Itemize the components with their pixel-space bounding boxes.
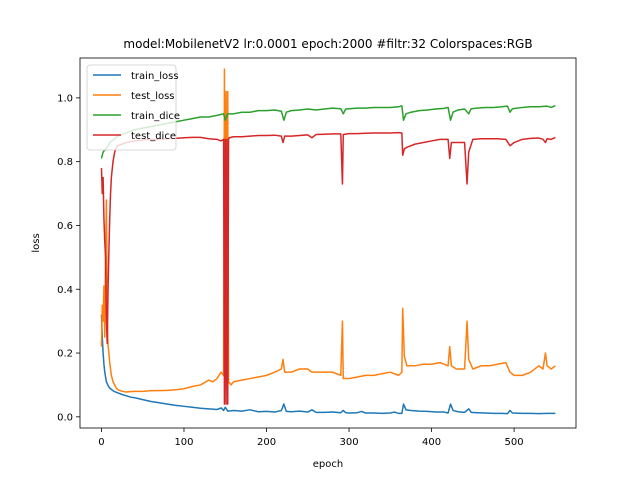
x-tick-label: 100 [174, 437, 193, 448]
y-axis: 0.0 0.2 0.4 0.6 0.8 1.0 [57, 93, 80, 423]
x-tick-label: 200 [257, 437, 276, 448]
y-tick-label: 0.0 [57, 412, 73, 423]
legend-label: test_dice [131, 131, 176, 142]
x-tick-label: 300 [339, 437, 358, 448]
y-tick-label: 0.4 [57, 285, 73, 296]
y-axis-label: loss [31, 233, 42, 252]
y-tick-label: 1.0 [57, 93, 73, 104]
chart-title: model:MobilenetV2 lr:0.0001 epoch:2000 #… [123, 37, 532, 51]
x-axis-label: epoch [313, 459, 343, 470]
x-axis: 0 100 200 300 400 500 [98, 428, 524, 448]
legend-label: test_loss [131, 91, 175, 102]
plot-frame [79, 57, 577, 429]
x-tick-label: 500 [505, 437, 524, 448]
legend-label: train_dice [131, 111, 180, 122]
x-tick-label: 0 [98, 437, 104, 448]
legend-box [86, 64, 177, 151]
x-tick-label: 400 [422, 437, 441, 448]
y-tick-label: 0.8 [57, 157, 73, 168]
y-tick-label: 0.2 [57, 349, 73, 360]
y-tick-label: 0.6 [57, 221, 73, 232]
series-line-train-loss [100, 314, 556, 415]
series-line-test-loss [100, 68, 556, 393]
legend-label: train_loss [131, 71, 179, 82]
legend: train_loss test_loss train_dice test_dice [86, 64, 180, 151]
